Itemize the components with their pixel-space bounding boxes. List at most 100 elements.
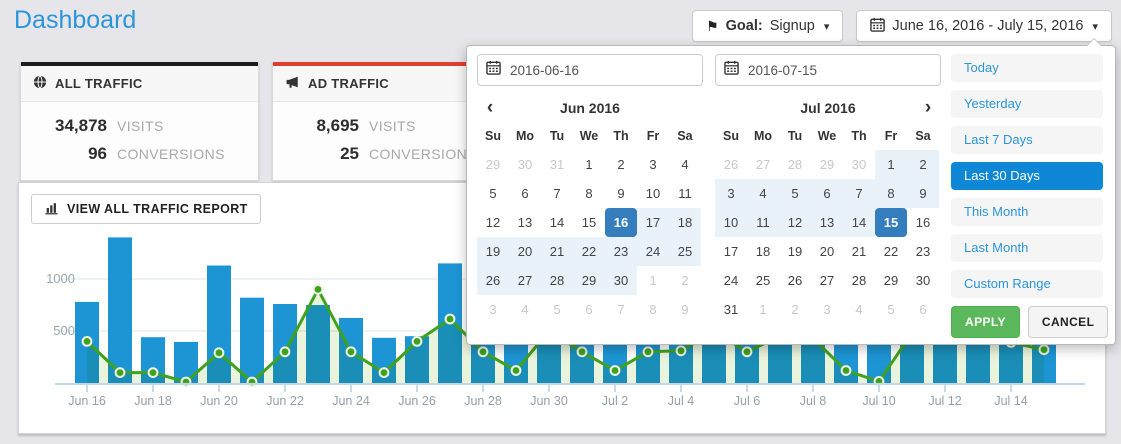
calendar-day[interactable]: 5 (553, 302, 561, 317)
calendar-day[interactable]: 2 (791, 302, 799, 317)
range-option-this-month[interactable]: This Month (951, 198, 1103, 226)
calendar-day[interactable]: 29 (883, 273, 899, 288)
calendar-day[interactable]: 22 (883, 244, 899, 259)
calendar-day[interactable]: 5 (887, 302, 895, 317)
calendar-day[interactable]: 1 (875, 150, 907, 179)
calendar-day[interactable]: 25 (669, 237, 701, 266)
calendar-day[interactable]: 7 (843, 179, 875, 208)
range-option-custom-range[interactable]: Custom Range (951, 270, 1103, 298)
next-month-icon[interactable]: › (924, 97, 932, 118)
calendar-day[interactable]: 26 (477, 266, 509, 295)
calendar-day[interactable]: 15 (581, 215, 597, 230)
calendar-day[interactable]: 30 (605, 266, 637, 295)
calendar-day[interactable]: 13 (811, 208, 843, 237)
calendar-day[interactable]: 24 (637, 237, 669, 266)
range-option-last-7-days[interactable]: Last 7 Days (951, 126, 1103, 154)
calendar-day[interactable]: 3 (823, 302, 831, 317)
calendar-day[interactable]: 19 (477, 237, 509, 266)
calendar-day[interactable]: 4 (521, 302, 529, 317)
apply-button[interactable]: APPLY (951, 306, 1020, 338)
calendar-day[interactable]: 11 (747, 208, 779, 237)
calendar-day[interactable]: 29 (573, 266, 605, 295)
date-range-button[interactable]: June 16, 2016 - July 15, 2016 ▾ (856, 10, 1112, 42)
calendar-day[interactable]: 10 (645, 186, 661, 201)
calendar-day[interactable]: 26 (787, 273, 803, 288)
calendar-day[interactable]: 5 (779, 179, 811, 208)
calendar-day[interactable]: 27 (819, 273, 835, 288)
calendar-day[interactable]: 1 (649, 273, 657, 288)
calendar-day[interactable]: 11 (678, 186, 692, 201)
calendar-day[interactable]: 30 (851, 157, 867, 172)
calendar-day[interactable]: 7 (617, 302, 625, 317)
calendar-day[interactable]: 4 (855, 302, 863, 317)
calendar-day[interactable]: 20 (509, 237, 541, 266)
calendar-day[interactable]: 2 (681, 273, 689, 288)
calendar-day[interactable]: 26 (723, 157, 739, 172)
calendar-day[interactable]: 30 (517, 157, 533, 172)
calendar-day[interactable]: 28 (787, 157, 803, 172)
calendar-day[interactable]: 13 (517, 215, 533, 230)
calendar-day[interactable]: 8 (585, 186, 593, 201)
calendar-day[interactable]: 4 (747, 179, 779, 208)
goal-dropdown-button[interactable]: ⚑ Goal: Signup ▾ (692, 10, 844, 42)
calendar-day[interactable]: 14 (843, 208, 875, 237)
calendar-day[interactable]: 18 (755, 244, 771, 259)
calendar-day[interactable]: 1 (759, 302, 767, 317)
calendar-day[interactable]: 16 (915, 215, 931, 230)
calendar-day[interactable]: 17 (723, 244, 739, 259)
calendar-day[interactable]: 23 (915, 244, 931, 259)
calendar-day[interactable]: 9 (617, 186, 625, 201)
calendar-day[interactable]: 27 (755, 157, 771, 172)
calendar-day[interactable]: 14 (549, 215, 565, 230)
calendar-day[interactable]: 5 (489, 186, 497, 201)
calendar-day[interactable]: 7 (553, 186, 561, 201)
calendar-day[interactable]: 22 (573, 237, 605, 266)
calendar-day[interactable]: 24 (723, 273, 739, 288)
calendar-day[interactable]: 12 (485, 215, 501, 230)
calendar-day[interactable]: 9 (907, 179, 939, 208)
calendar-day[interactable]: 16 (605, 208, 637, 237)
calendar-day[interactable]: 19 (787, 244, 803, 259)
calendar-day[interactable]: 2 (907, 150, 939, 179)
calendar-day[interactable]: 27 (509, 266, 541, 295)
range-option-last-30-days[interactable]: Last 30 Days (951, 162, 1103, 190)
cancel-button[interactable]: CANCEL (1027, 306, 1109, 338)
calendar-day[interactable]: 12 (779, 208, 811, 237)
calendar-day[interactable]: 31 (549, 157, 565, 172)
calendar-day[interactable]: 25 (755, 273, 771, 288)
calendar-day[interactable]: 2 (617, 157, 625, 172)
calendar-day[interactable]: 6 (919, 302, 927, 317)
calendar-day[interactable]: 23 (605, 237, 637, 266)
range-option-today[interactable]: Today (951, 54, 1103, 82)
calendar-day[interactable]: 9 (681, 302, 689, 317)
calendar-day[interactable]: 29 (485, 157, 501, 172)
calendar-day[interactable]: 21 (851, 244, 867, 259)
calendar-day[interactable]: 31 (723, 302, 739, 317)
calendar-day[interactable]: 28 (851, 273, 867, 288)
calendar-day[interactable]: 8 (875, 179, 907, 208)
calendar-day[interactable]: 1 (585, 157, 593, 172)
calendar-day[interactable]: 17 (637, 208, 669, 237)
calendar-day[interactable]: 3 (489, 302, 497, 317)
calendar-day[interactable]: 10 (715, 208, 747, 237)
calendar-day[interactable]: 6 (585, 302, 593, 317)
end-date-input[interactable] (746, 61, 932, 79)
calendar-day[interactable]: 29 (819, 157, 835, 172)
calendar-day[interactable]: 30 (915, 273, 931, 288)
calendar-day[interactable]: 15 (875, 208, 907, 237)
range-option-last-month[interactable]: Last Month (951, 234, 1103, 262)
view-all-traffic-report-button[interactable]: VIEW ALL TRAFFIC REPORT (31, 194, 261, 224)
start-date-input[interactable] (508, 61, 694, 79)
calendar-day[interactable]: 21 (541, 237, 573, 266)
calendar-day[interactable]: 20 (819, 244, 835, 259)
calendar-day[interactable]: 4 (681, 157, 689, 172)
calendar-day[interactable]: 18 (669, 208, 701, 237)
calendar-day[interactable]: 8 (649, 302, 657, 317)
calendar-day[interactable]: 3 (715, 179, 747, 208)
calendar-day[interactable]: 6 (521, 186, 529, 201)
range-option-yesterday[interactable]: Yesterday (951, 90, 1103, 118)
calendar-day[interactable]: 6 (811, 179, 843, 208)
calendar-day[interactable]: 28 (541, 266, 573, 295)
calendar-day[interactable]: 3 (649, 157, 657, 172)
prev-month-icon[interactable]: ‹ (486, 97, 494, 118)
